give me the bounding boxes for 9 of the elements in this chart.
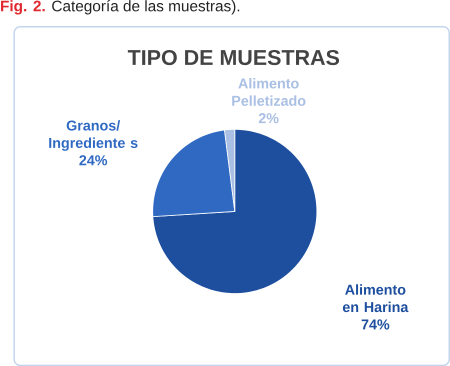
caption: Fig. 2. <box>1 0 45 14</box>
data-label: 2% <box>258 113 279 124</box>
data-label: 74% <box>362 319 390 330</box>
slice-label: Alimento en Harina <box>342 284 408 312</box>
chart-title: TIPO DE MUESTRAS <box>128 50 340 66</box>
text: Categoría de las muestras). <box>52 0 240 14</box>
data-label: 24% <box>79 155 108 166</box>
slice-label: Granos/ Ingrediente s <box>49 120 138 151</box>
slice-label: Alimento Pelletizado <box>232 78 306 106</box>
